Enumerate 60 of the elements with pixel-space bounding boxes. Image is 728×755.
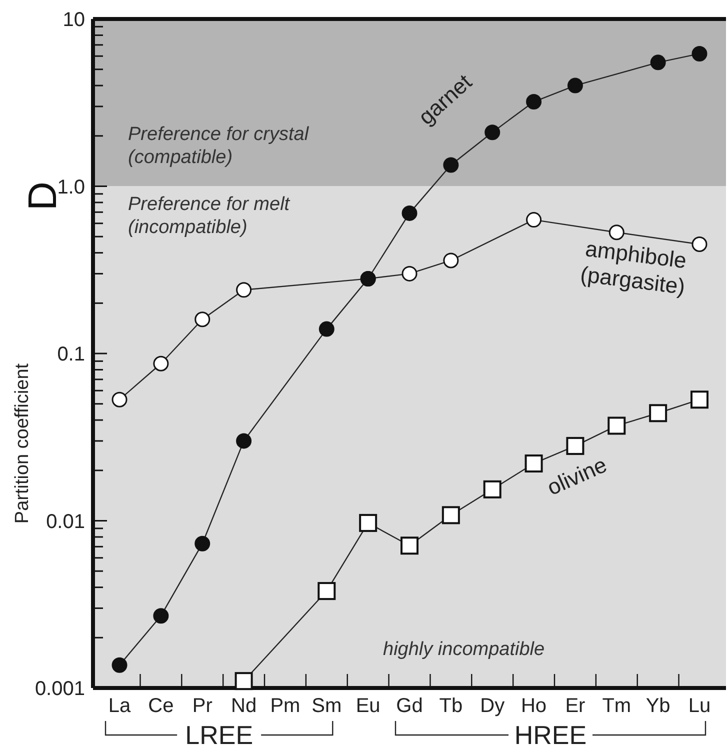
x-tick-label: Nd — [231, 695, 257, 717]
band-label: Preference for crystal (compatible) — [128, 124, 310, 168]
point — [318, 582, 336, 600]
point — [524, 454, 543, 472]
y-tick-label: 0.001 — [34, 678, 85, 700]
x-tick-label: Gd — [396, 695, 423, 717]
annotation: highly incompatible — [383, 639, 545, 660]
x-tick-label: Sm — [312, 695, 342, 717]
x-tick-label: Er — [565, 695, 586, 717]
x-tick-label: Dy — [480, 695, 505, 717]
text: HREE — [514, 720, 587, 750]
point — [112, 392, 128, 408]
point — [690, 390, 708, 409]
point — [194, 312, 210, 328]
point — [443, 157, 459, 173]
point — [567, 78, 583, 94]
point — [650, 54, 666, 70]
point — [318, 321, 334, 337]
text: LREE — [185, 720, 254, 750]
text: olivine — [543, 452, 611, 500]
point — [402, 205, 418, 221]
band-label: Preference for melt (incompatible) — [128, 194, 290, 238]
point — [400, 536, 418, 555]
point — [402, 266, 418, 282]
y-tick-label: 1.0 — [57, 176, 85, 198]
point — [526, 94, 542, 110]
point — [112, 657, 128, 673]
point — [608, 416, 626, 435]
point — [566, 436, 584, 455]
point — [153, 608, 169, 624]
x-tick-label: Tb — [439, 695, 463, 717]
y-axis-title: Partition coefficient — [12, 362, 33, 524]
x-tick-label: Tm — [602, 695, 632, 717]
x-tick-label: Ce — [148, 695, 174, 717]
point — [234, 672, 253, 690]
point — [692, 46, 708, 62]
x-tick-label: Ho — [520, 695, 547, 717]
x-tick-label: Yb — [646, 695, 670, 717]
point — [443, 252, 459, 268]
point — [442, 506, 460, 524]
x-tick-label: La — [108, 695, 132, 717]
point — [526, 212, 542, 228]
point — [649, 404, 668, 422]
y-tick-label: 0.1 — [57, 344, 85, 366]
x-tick-label: Pm — [270, 695, 300, 717]
point — [608, 224, 624, 240]
point — [153, 356, 169, 372]
x-tick-label: Pr — [192, 695, 213, 717]
y-tick-label: 0.01 — [46, 510, 85, 533]
point — [483, 480, 502, 498]
point — [359, 514, 378, 532]
point — [236, 433, 252, 449]
y-tick-label: 10 — [62, 9, 85, 31]
point — [484, 124, 500, 140]
x-tick-label: Eu — [356, 695, 380, 717]
x-tick-label: Lu — [688, 695, 711, 717]
text: amphibole (pargasite) — [579, 236, 688, 300]
point — [692, 236, 708, 252]
point — [194, 536, 210, 552]
point — [236, 282, 252, 298]
